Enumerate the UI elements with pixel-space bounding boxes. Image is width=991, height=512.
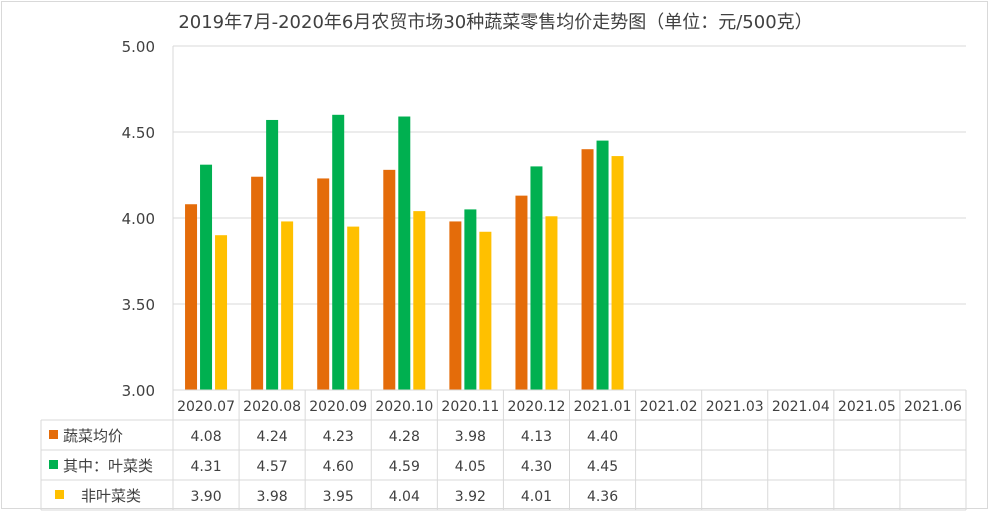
bar [200,164,213,390]
data-label: 3.92 [455,489,486,505]
y-tick-label: 5.00 [122,38,155,56]
data-label: 3.98 [455,429,486,445]
data-label: 4.05 [455,459,486,475]
data-label: 4.01 [521,489,552,505]
legend-key [49,460,58,469]
bar [449,221,462,390]
data-label: 4.59 [389,459,420,475]
series-name: 非叶菜类 [81,487,141,505]
legend-key [55,490,64,499]
category-label: 2020.12 [508,399,566,415]
category-label: 2020.11 [441,399,499,415]
bar [383,169,396,390]
category-label: 2021.03 [706,399,764,415]
category-label: 2020.08 [243,399,301,415]
bar [317,178,330,390]
data-label: 4.36 [587,489,618,505]
category-label: 2021.04 [772,399,830,415]
chart-title: 2019年7月-2020年6月农贸市场30种蔬菜零售均价走势图（单位：元/500… [178,12,813,33]
data-label: 4.13 [521,429,552,445]
category-label: 2021.05 [838,399,896,415]
bar [215,235,228,390]
data-label: 4.04 [389,489,420,505]
bar [596,140,609,390]
bar [464,209,477,390]
y-tick-label: 3.00 [122,382,155,400]
data-label: 4.60 [323,459,354,475]
y-tick-label: 4.00 [122,210,155,228]
bar [545,216,558,390]
bar [347,226,360,390]
bar [479,231,492,390]
bar [251,176,264,390]
data-label: 4.57 [257,459,288,475]
data-label: 4.30 [521,459,552,475]
data-label: 4.28 [389,429,420,445]
data-label: 4.08 [190,429,221,445]
category-label: 2021.01 [574,399,632,415]
bar [530,166,543,390]
category-label: 2021.06 [904,399,962,415]
data-label: 4.40 [587,429,618,445]
y-tick-label: 4.50 [122,124,155,142]
bar [266,119,279,391]
data-label: 3.95 [323,489,354,505]
bar [581,149,594,390]
data-label: 4.23 [323,429,354,445]
bar [413,211,426,390]
data-label: 4.45 [587,459,618,475]
series-name: 其中：叶菜类 [63,457,153,475]
series-name: 蔬菜均价 [63,427,123,445]
category-label: 2020.10 [375,399,433,415]
y-axis-ticks: 3.00 3.50 4.00 4.50 5.00 [122,38,155,400]
data-label: 4.31 [190,459,221,475]
data-label: 3.98 [257,489,288,505]
data-label: 3.90 [190,489,221,505]
category-label: 2020.09 [309,399,367,415]
data-label: 4.24 [257,429,288,445]
bar [611,156,624,390]
bar [281,221,294,390]
y-tick-label: 3.50 [122,296,155,314]
data-table: 2020.07 2020.08 2020.09 2020.10 2020.11 2020.… [40,46,967,511]
bars [185,114,624,391]
bar [332,114,345,391]
category-label: 2021.02 [640,399,698,415]
bar [398,116,411,391]
bar [185,204,198,390]
legend-key [49,430,58,439]
bar [515,195,528,390]
category-label: 2020.07 [177,399,235,415]
